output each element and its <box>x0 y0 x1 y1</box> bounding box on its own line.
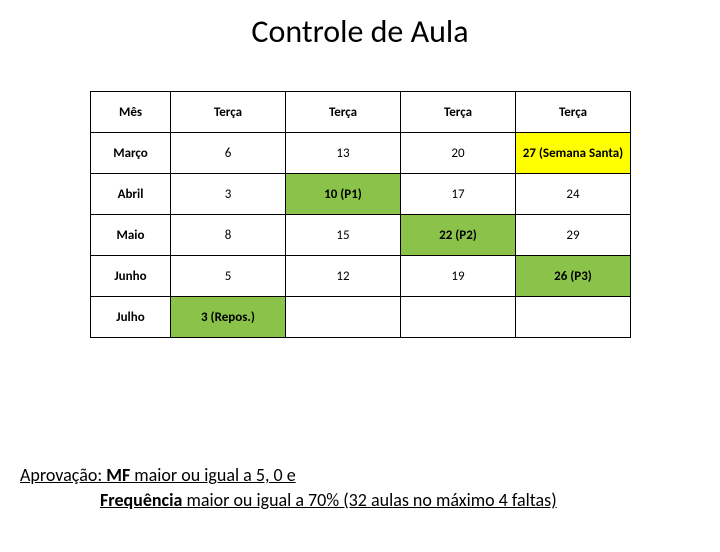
table-row: Março 6 13 20 27 (Semana Santa) <box>91 133 631 174</box>
table-row: Junho 5 12 19 26 (P3) <box>91 256 631 297</box>
approval-rest-1: maior ou igual a 5, 0 e <box>130 464 295 486</box>
table-cell <box>401 297 516 338</box>
table-cell-highlight: 22 (P2) <box>401 215 516 256</box>
col-header-month: Mês <box>91 92 171 133</box>
table-cell <box>516 297 631 338</box>
row-month: Abril <box>91 174 171 215</box>
table-cell-highlight: 26 (P3) <box>516 256 631 297</box>
table-cell: 6 <box>171 133 286 174</box>
table-cell: 15 <box>286 215 401 256</box>
table-cell: 20 <box>401 133 516 174</box>
schedule-table-wrap: Mês Terça Terça Terça Terça Março 6 13 2… <box>90 91 630 338</box>
table-cell: 24 <box>516 174 631 215</box>
table-cell: 19 <box>401 256 516 297</box>
col-header-day: Terça <box>171 92 286 133</box>
table-cell <box>286 297 401 338</box>
table-cell: 8 <box>171 215 286 256</box>
col-header-day: Terça <box>286 92 401 133</box>
approval-freq: Frequência <box>100 489 182 511</box>
table-row: Maio 8 15 22 (P2) 29 <box>91 215 631 256</box>
approval-note: Aprovação: MF maior ou igual a 5, 0 e Fr… <box>20 463 557 512</box>
table-cell: 17 <box>401 174 516 215</box>
table-cell: 5 <box>171 256 286 297</box>
table-cell-highlight: 27 (Semana Santa) <box>516 133 631 174</box>
table-row: Abril 3 10 (P1) 17 24 <box>91 174 631 215</box>
page-title: Controle de Aula <box>0 12 720 51</box>
table-header-row: Mês Terça Terça Terça Terça <box>91 92 631 133</box>
approval-mf: MF <box>106 464 130 486</box>
row-month: Maio <box>91 215 171 256</box>
table-cell: 3 <box>171 174 286 215</box>
col-header-day: Terça <box>401 92 516 133</box>
approval-rest-2: maior ou igual a 70% (32 aulas no máximo… <box>182 489 556 511</box>
row-month: Março <box>91 133 171 174</box>
row-month: Junho <box>91 256 171 297</box>
approval-prefix: Aprovação: <box>20 464 106 486</box>
approval-line-2: Frequência maior ou igual a 70% (32 aula… <box>100 488 557 512</box>
table-cell: 13 <box>286 133 401 174</box>
table-cell: 12 <box>286 256 401 297</box>
approval-line-1: Aprovação: MF maior ou igual a 5, 0 e <box>20 463 557 487</box>
table-cell-highlight: 10 (P1) <box>286 174 401 215</box>
row-month: Julho <box>91 297 171 338</box>
table-cell: 29 <box>516 215 631 256</box>
schedule-table: Mês Terça Terça Terça Terça Março 6 13 2… <box>90 91 631 338</box>
col-header-day: Terça <box>516 92 631 133</box>
table-row: Julho 3 (Repos.) <box>91 297 631 338</box>
table-cell-highlight: 3 (Repos.) <box>171 297 286 338</box>
